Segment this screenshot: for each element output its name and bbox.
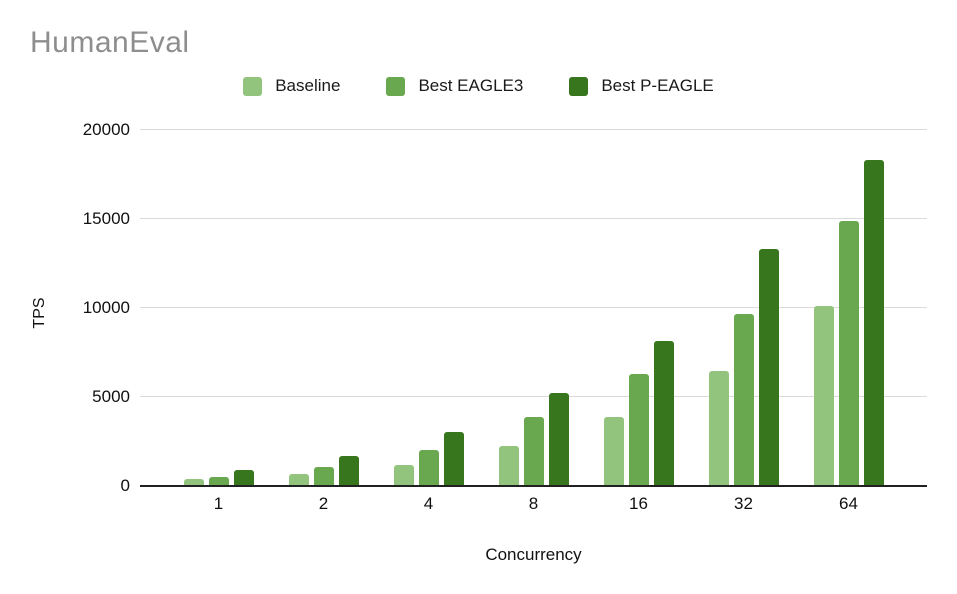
legend-entry-best-eagle3: Best EAGLE3 [386,76,523,96]
x-tick-label-2: 2 [318,494,329,513]
legend-label-baseline: Baseline [275,76,341,95]
bar-group-1 [183,130,254,486]
y-axis-title: TPS [31,297,48,329]
x-tick-labels: 1 2 4 8 16 32 64 [140,494,927,514]
bar-group-32 [708,130,779,486]
chart-title: HumanEval [30,26,190,59]
bar-best-eagle3-2 [313,467,334,486]
plot-area [140,129,927,487]
gridline-15000 [140,218,927,219]
legend-entry-baseline: Baseline [243,76,340,96]
bar-group-16 [603,130,674,486]
bar-best-eagle3-1 [208,477,229,486]
legend-swatch-baseline [243,76,263,96]
x-tick-label-16: 16 [629,494,648,513]
bar-baseline-16 [603,416,624,486]
bar-group-64 [813,130,884,486]
x-axis-line [140,485,927,487]
bar-best-p-eagle-64 [863,160,884,486]
x-tick-label-8: 8 [528,494,539,513]
bar-baseline-8 [498,445,519,486]
x-axis-title: Concurrency [485,545,582,564]
bar-best-p-eagle-8 [548,392,569,486]
gridline-10000 [140,307,927,308]
bar-best-p-eagle-32 [758,249,779,486]
y-tick-label-15000: 15000 [82,209,130,228]
bar-baseline-4 [393,464,414,486]
bar-baseline-64 [813,306,834,486]
bar-groups [140,130,927,486]
legend-label-best-eagle3: Best EAGLE3 [418,76,524,95]
bar-group-4 [393,130,464,486]
legend-swatch-best-eagle3 [386,76,406,96]
y-tick-label-10000: 10000 [82,298,130,317]
y-tick-label-0: 0 [120,476,130,495]
bar-baseline-32 [708,371,729,486]
gridline-5000 [140,396,927,397]
legend-swatch-best-p-eagle [569,76,589,96]
x-tick-label-1: 1 [213,494,224,513]
x-tick-label-4: 4 [423,494,434,513]
bar-baseline-1 [183,478,204,486]
bar-group-8 [498,130,569,486]
x-tick-label-32: 32 [734,494,753,513]
x-tick-label-64: 64 [839,494,858,513]
bar-best-p-eagle-1 [233,469,254,486]
y-tick-label-20000: 20000 [82,120,130,139]
bar-best-eagle3-32 [733,314,754,486]
bar-best-eagle3-4 [418,449,439,486]
bar-best-p-eagle-16 [653,340,674,486]
legend: Baseline Best EAGLE3 Best P-EAGLE [0,76,957,96]
y-tick-labels: 0 5000 10000 15000 20000 [0,120,130,495]
bar-group-2 [288,130,359,486]
legend-label-best-p-eagle: Best P-EAGLE [601,76,714,95]
bar-best-p-eagle-2 [338,455,359,486]
bar-best-eagle3-64 [838,220,859,486]
bar-best-eagle3-8 [523,416,544,486]
y-tick-label-5000: 5000 [92,387,130,406]
legend-entry-best-p-eagle: Best P-EAGLE [569,76,714,96]
gridline-20000 [140,129,927,130]
bar-baseline-2 [288,473,309,486]
bar-best-p-eagle-4 [443,431,464,486]
bar-best-eagle3-16 [628,373,649,486]
